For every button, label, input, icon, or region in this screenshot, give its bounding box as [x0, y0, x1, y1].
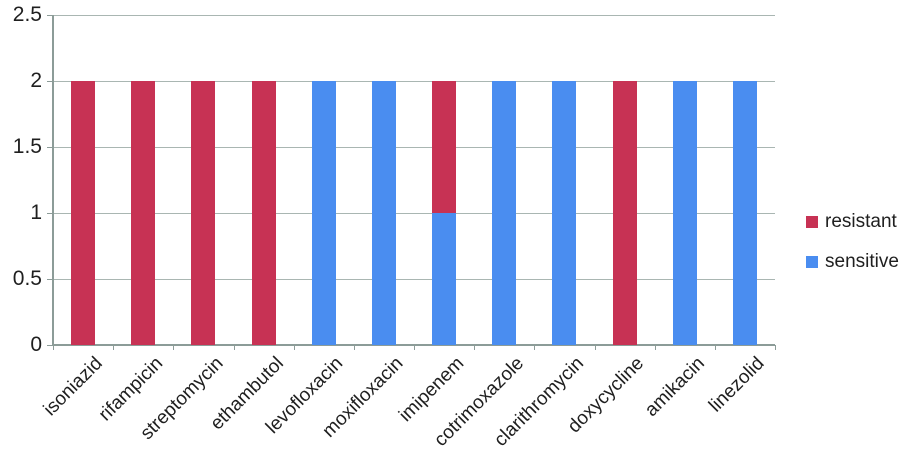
legend-label-sensitive: sensitive	[825, 251, 899, 272]
gridline	[53, 14, 775, 16]
x-axis-tick	[173, 345, 175, 350]
x-axis-tick	[113, 345, 115, 350]
bar-segment-sensitive-clarithromycin	[552, 81, 577, 345]
bar-segment-sensitive-amikacin	[672, 81, 697, 345]
x-axis-tick	[714, 345, 716, 350]
y-axis-tick	[47, 146, 53, 148]
bar-segment-resistant-streptomycin	[191, 81, 216, 345]
gridline	[53, 278, 775, 280]
gridline	[53, 80, 775, 82]
gridline	[53, 212, 775, 214]
y-axis-tick	[47, 14, 53, 16]
x-axis-tick	[654, 345, 656, 350]
bar-segment-sensitive-imipenem	[432, 213, 457, 345]
legend-item-sensitive: sensitive	[806, 251, 899, 272]
x-axis-tick	[775, 345, 776, 350]
legend: resistant sensitive	[806, 211, 899, 292]
x-axis-tick	[353, 345, 355, 350]
bar-segment-sensitive-moxifloxacin	[371, 81, 396, 345]
y-tick-label: 1	[30, 201, 42, 224]
y-axis-line	[52, 15, 54, 346]
legend-swatch-resistant	[806, 216, 818, 228]
x-axis-tick	[53, 345, 54, 350]
legend-item-resistant: resistant	[806, 211, 899, 232]
bar-segment-sensitive-linezolid	[732, 81, 757, 345]
y-axis-tick	[47, 212, 53, 214]
x-category-label-linezolid: linezolid	[705, 353, 769, 417]
x-category-label-amikacin: amikacin	[640, 353, 709, 421]
y-axis-tick	[47, 344, 53, 346]
bar-segment-sensitive-levofloxacin	[311, 81, 336, 345]
bar-segment-sensitive-cotrimoxazole	[492, 81, 517, 345]
bar-segment-resistant-rifampicin	[131, 81, 156, 345]
bar-segment-resistant-isoniazid	[71, 81, 96, 345]
y-tick-label: 2.5	[12, 3, 42, 26]
legend-label-resistant: resistant	[825, 211, 897, 232]
x-axis-tick	[594, 345, 596, 350]
bar-segment-resistant-ethambutol	[251, 81, 276, 345]
y-axis-tick	[47, 80, 53, 82]
x-axis-tick	[474, 345, 476, 350]
x-axis-tick	[414, 345, 415, 350]
y-tick-label: 2	[30, 69, 42, 92]
bar-segment-resistant-doxycycline	[612, 81, 637, 345]
y-tick-label: 1.5	[12, 135, 42, 158]
x-axis-tick	[233, 345, 235, 350]
x-axis-tick	[293, 345, 295, 350]
x-axis-tick	[534, 345, 536, 350]
gridline	[53, 146, 775, 148]
y-tick-label: 0.5	[12, 267, 42, 290]
y-tick-label: 0	[30, 333, 42, 356]
bar-segment-resistant-imipenem	[432, 81, 457, 213]
legend-swatch-sensitive	[806, 256, 818, 268]
y-axis-tick	[47, 278, 53, 280]
